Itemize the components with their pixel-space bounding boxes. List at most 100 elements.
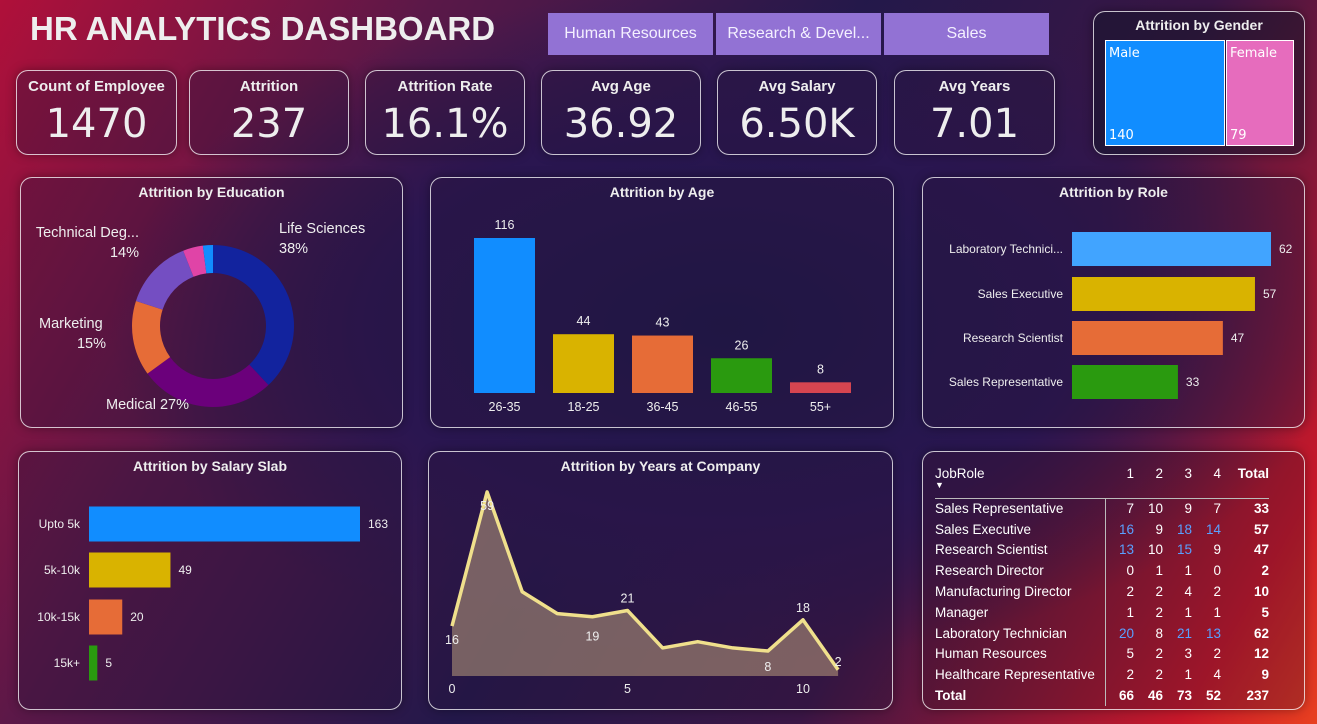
donut-label: Life Sciences (279, 221, 365, 237)
matrix-cell: 1 (1184, 604, 1192, 620)
matrix-cell: 1 (1155, 563, 1163, 579)
bar-category-label: Upto 5k (39, 517, 81, 531)
donut-label: 15% (77, 336, 106, 352)
matrix-cell: 47 (1253, 542, 1269, 558)
matrix-cell: 2 (1261, 563, 1269, 579)
years-area (452, 491, 839, 676)
slicer-human-resources[interactable]: Human Resources (548, 13, 713, 55)
bar-category-label: 10k-15k (37, 610, 81, 624)
treemap-female[interactable]: Female 79 (1226, 40, 1294, 146)
kpi-card: Avg Years 7.01 (894, 70, 1055, 155)
matrix-total-cell: Total (935, 685, 1106, 706)
matrix-cell: 5 (1126, 646, 1134, 662)
matrix-row: Sales Executive 16 9 18 14 57 (935, 518, 1269, 540)
male-label: Male (1109, 46, 1140, 61)
bar-category-label: Sales Executive (978, 287, 1064, 301)
age-data-label: 44 (577, 314, 591, 328)
age-tick-label: 18-25 (568, 400, 600, 414)
matrix-cell: 1 (1126, 604, 1134, 620)
matrix-cell: 9 (1155, 521, 1163, 537)
sort-down-icon[interactable]: ▼ (935, 480, 944, 490)
donut-slice (135, 250, 194, 310)
kpi-value: 6.50K (739, 101, 855, 147)
matrix-cell: 9 (1261, 667, 1269, 683)
matrix-cell: 33 (1253, 501, 1269, 517)
age-bar (474, 238, 535, 393)
jobrole-header-sort[interactable]: JobRole ▼ (935, 464, 1105, 499)
kpi-card: Attrition 237 (189, 70, 349, 155)
salary-title: Attrition by Salary Slab (132, 458, 288, 474)
kpi-value: 16.1% (381, 101, 509, 147)
bar-data-label: 62 (1279, 242, 1293, 256)
years-tick-label: 10 (796, 682, 810, 696)
matrix-cell: 2 (1155, 604, 1163, 620)
matrix-cell: 2 (1155, 584, 1163, 600)
column-header[interactable]: 4 (1192, 464, 1221, 499)
kpi-value: 237 (230, 101, 308, 147)
bar-data-label: 20 (130, 610, 144, 624)
matrix-row: Healthcare Representative 2 2 1 4 9 (935, 664, 1269, 686)
treemap-male[interactable]: Male 140 (1105, 40, 1225, 146)
donut-label: Technical Deg... (36, 225, 139, 241)
years-line (450, 490, 840, 671)
matrix-row: Laboratory Technician 20 8 21 13 62 (935, 622, 1269, 644)
kpi-label: Attrition (239, 78, 299, 95)
kpi-value: 7.01 (929, 101, 1020, 147)
bar-category-label: Sales Representative (949, 375, 1063, 389)
kpi-label: Avg Salary (758, 78, 836, 95)
age-bar (790, 382, 851, 393)
matrix-cell: 13 (1118, 542, 1134, 558)
salary-card: Attrition by Salary Slab 163 Upto 5k 49 5k-… (18, 451, 402, 710)
matrix-cell: Sales Executive (935, 518, 1106, 540)
role-title: Attrition by Role (1059, 184, 1168, 200)
female-label: Female (1230, 46, 1278, 61)
donut-slice (213, 245, 295, 386)
donut-slice (147, 357, 269, 407)
matrix-cell: 1 (1184, 563, 1192, 579)
years-data-label: 2 (835, 655, 842, 669)
years-data-label: 59 (480, 499, 494, 513)
matrix-total-cell: 237 (1246, 688, 1269, 704)
jobrole-matrix: JobRole ▼ 1 2 3 4 Total Sales Representative 7 10… (935, 464, 1269, 706)
years-data-label: 21 (621, 591, 635, 605)
matrix-cell: 0 (1213, 563, 1221, 579)
column-header[interactable]: Total (1221, 464, 1269, 499)
bar-data-label: 49 (178, 563, 192, 577)
bar (89, 552, 171, 588)
column-header[interactable]: 2 (1134, 464, 1163, 499)
column-header[interactable]: 1 (1105, 464, 1134, 499)
matrix-row: Research Scientist 13 10 15 9 47 (935, 539, 1269, 561)
matrix-cell: 10 (1147, 542, 1163, 558)
matrix-cell: 15 (1176, 542, 1192, 558)
slicer-sales[interactable]: Sales (884, 13, 1049, 55)
matrix-cell: 10 (1147, 501, 1163, 517)
matrix-cell: 3 (1184, 646, 1192, 662)
bar (89, 645, 98, 681)
matrix-cell: Sales Representative (935, 498, 1106, 519)
years-tick-label: 0 (449, 682, 456, 696)
slicer-research-development[interactable]: Research & Devel... (716, 13, 881, 55)
matrix-cell: 9 (1213, 542, 1221, 558)
matrix-total-row: Total 66 46 73 52 237 (935, 685, 1269, 706)
years-data-label: 8 (764, 660, 771, 674)
bar (89, 506, 360, 542)
donut-label: Marketing (39, 316, 103, 332)
bar (1072, 365, 1178, 399)
bar-category-label: Research Scientist (963, 331, 1064, 345)
donut-slice (202, 245, 213, 274)
matrix-cell: 1 (1184, 667, 1192, 683)
matrix-cell: 0 (1126, 563, 1134, 579)
kpi-card: Avg Salary 6.50K (717, 70, 877, 155)
matrix-cell: Manufacturing Director (935, 581, 1106, 602)
matrix-cell: 5 (1261, 604, 1269, 620)
matrix-cell: 12 (1253, 646, 1269, 662)
matrix-cell: 2 (1126, 667, 1134, 683)
kpi-label: Count of Employee (28, 78, 165, 95)
age-chart: 116 26-35 44 18-25 43 36-45 26 46-55 8 55+ (474, 218, 851, 414)
matrix-cell: Laboratory Technician (935, 622, 1106, 644)
age-bar (711, 358, 772, 393)
education-title: Attrition by Education (138, 184, 285, 200)
age-bar (553, 334, 614, 393)
column-header[interactable]: 3 (1163, 464, 1192, 499)
matrix-total-cell: 52 (1205, 688, 1221, 704)
